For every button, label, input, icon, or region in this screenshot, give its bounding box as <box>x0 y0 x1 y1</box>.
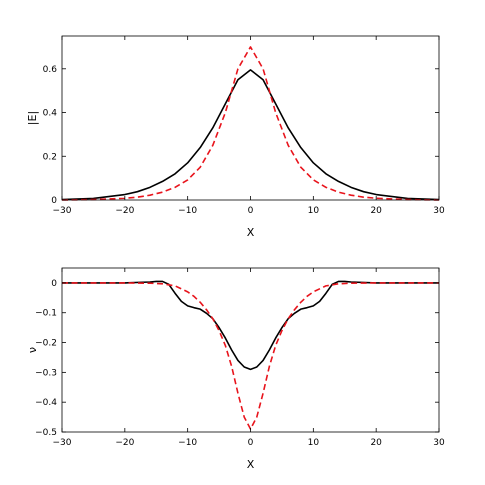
top-y-tick-label: 0.2 <box>43 152 57 162</box>
top-y-axis-label: |E| <box>26 111 39 125</box>
bottom-x-tick-label: 0 <box>248 438 254 448</box>
bottom-panel-nu: −30 −20 −10 0 10 20 300−0.1−0.2−0.3−0.4−0.5 X … <box>26 267 445 471</box>
top-series-solid-line <box>61 69 440 201</box>
top-x-tick-label: −20 <box>115 206 134 216</box>
top-y-tick-label: 0.6 <box>43 65 58 75</box>
bottom-plot-area <box>62 280 439 430</box>
bottom-x-axis-label: X <box>247 458 255 471</box>
bottom-ticks: −30 −20 −10 0 10 20 30 0 −0.1 −0.2 −0.3 −0.4 −0.5 <box>35 268 445 448</box>
bottom-y-tick-label: −0.1 <box>35 309 57 319</box>
bottom-y-tick-label: −0.2 <box>35 339 57 349</box>
top-x-axis-label: X <box>247 226 255 239</box>
bottom-x-tick-label: 20 <box>370 438 382 448</box>
bottom-x-tick-label: 30 <box>433 438 445 448</box>
bottom-x-tick-label: −10 <box>178 438 197 448</box>
top-x-tick-label: −10 <box>178 206 197 216</box>
bottom-axes-frame <box>61 267 440 433</box>
top-x-tick-label: −30 <box>53 206 72 216</box>
top-x-tick-label: 10 <box>308 206 320 216</box>
bottom-series-dashed-line <box>62 282 439 430</box>
bottom-x-tick-label: −30 <box>53 438 72 448</box>
top-x-tick-label: 20 <box>370 206 382 216</box>
top-series-dashed-line <box>61 46 440 201</box>
bottom-y-tick-label: −0.4 <box>35 398 57 408</box>
top-y-tick-label: 0.4 <box>43 109 58 119</box>
top-ticks: −30 −20 −10 0 10 20 30 0 0.2 0.4 0.6 <box>43 36 445 216</box>
bottom-x-tick-label: −20 <box>115 438 134 448</box>
bottom-x-tick-label: 10 <box>308 438 320 448</box>
bottom-y-axis-label: ν <box>26 347 39 353</box>
bottom-y-tick-label: 0 <box>51 279 57 289</box>
top-y-tick-label: 0 <box>51 196 57 206</box>
bottom-y-tick-label: −0.3 <box>35 368 57 378</box>
top-axes-frame <box>61 35 440 201</box>
top-panel-amplitude: −30 −20 −10 0 10 20 30 0 0.2 0.4 0.6 X |E| <box>26 35 445 239</box>
bottom-y-tick-label: −0.5 <box>35 428 57 438</box>
top-plot-area <box>61 46 440 201</box>
top-x-tick-label: 30 <box>433 206 445 216</box>
top-x-tick-label: 0 <box>248 206 254 216</box>
bottom-series-solid-line <box>62 280 439 371</box>
